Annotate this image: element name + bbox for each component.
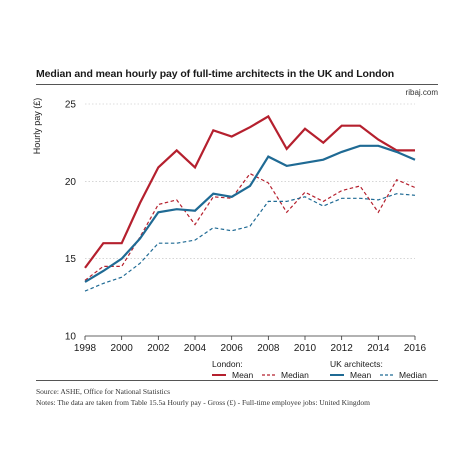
axis-layer: 10 15 20 25 1998 2000 2002 2004 2006 2008 2010 2012…: [65, 100, 427, 355]
legend-uk-mean-label: Mean: [350, 370, 372, 380]
y-tick-label-15: 15: [65, 254, 77, 265]
x-tick-label-2012: 2012: [331, 343, 354, 354]
credit-text: ribaj.com: [405, 88, 438, 97]
x-tick-label-2000: 2000: [111, 343, 134, 354]
y-tick-label-25: 25: [65, 100, 77, 111]
y-axis-label: Hourly pay (£): [32, 98, 42, 155]
legend-group-uk: UK architects:: [330, 359, 383, 369]
source-notes: Source: ASHE, Office for National Statis…: [36, 386, 370, 408]
legend-group-london: London:: [212, 359, 243, 369]
series-layer: [84, 114, 416, 292]
x-tick-label-2014: 2014: [367, 343, 390, 354]
y-tick-label-10: 10: [65, 332, 77, 343]
x-tick-label-2010: 2010: [294, 343, 317, 354]
y-tick-label-20: 20: [65, 177, 77, 188]
series-line-london-mean: [84, 114, 415, 269]
grid-layer: [85, 103, 415, 259]
top-rule: [36, 84, 438, 85]
series-line-uk-mean: [84, 144, 416, 283]
x-tick-label-1998: 1998: [74, 343, 97, 354]
legend-london-mean-label: Mean: [232, 370, 254, 380]
chart-title: Median and mean hourly pay of full-time …: [36, 68, 395, 80]
legend: London: Mean Median UK architects: Mean …: [212, 359, 427, 380]
legend-london-median-label: Median: [281, 370, 309, 380]
series-line-london-median: [84, 172, 416, 281]
x-tick-label-2008: 2008: [257, 343, 280, 354]
x-tick-label-2016: 2016: [404, 343, 427, 354]
series-line-uk-median: [84, 193, 416, 292]
notes-line: Notes: The data are taken from Table 15.…: [36, 398, 370, 407]
x-tick-label-2006: 2006: [221, 343, 244, 354]
bottom-rule: [36, 380, 438, 381]
x-tick-label-2002: 2002: [147, 343, 170, 354]
x-tick-label-2004: 2004: [184, 343, 207, 354]
legend-uk-median-label: Median: [399, 370, 427, 380]
source-line: Source: ASHE, Office for National Statis…: [36, 387, 171, 396]
